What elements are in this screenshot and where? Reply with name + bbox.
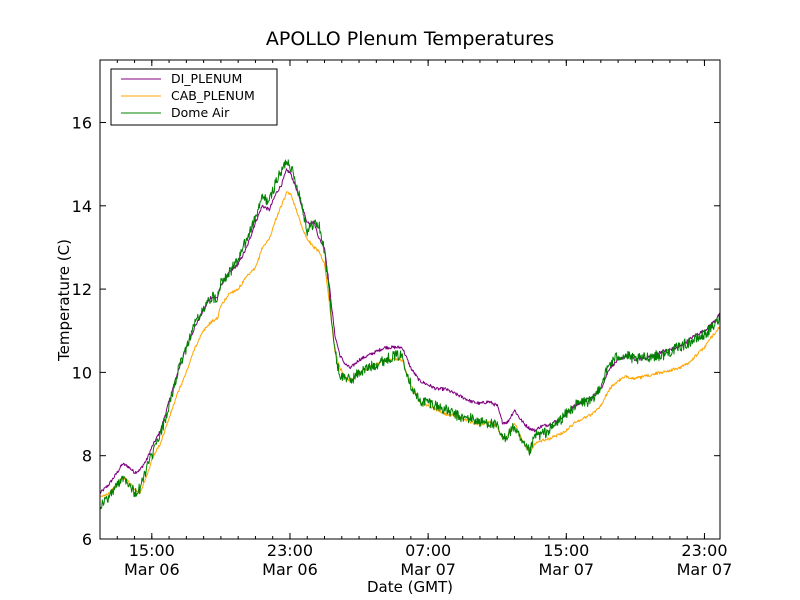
y-axis-label: Temperature (C) bbox=[55, 239, 73, 362]
y-tick-label-10: 10 bbox=[72, 363, 92, 382]
x-tick-time-2: 07:00 bbox=[405, 541, 451, 560]
x-tick-time-0: 15:00 bbox=[129, 541, 175, 560]
x-tick-date-0: Mar 06 bbox=[124, 560, 180, 579]
chart-title: APOLLO Plenum Temperatures bbox=[266, 28, 554, 50]
legend-box bbox=[110, 68, 278, 126]
x-tick-date-4: Mar 07 bbox=[677, 560, 733, 579]
x-tick-time-1: 23:00 bbox=[267, 541, 313, 560]
x-tick-time-4: 23:00 bbox=[681, 541, 727, 560]
series-line-dome-air bbox=[99, 159, 721, 510]
x-tick-date-3: Mar 07 bbox=[538, 560, 594, 579]
y-tick-label-12: 12 bbox=[72, 280, 92, 299]
y-tick-label-6: 6 bbox=[82, 530, 92, 549]
x-axis-label: Date (GMT) bbox=[367, 578, 453, 596]
y-axis: 6 8 10 12 14 16 bbox=[72, 113, 720, 549]
legend-label-cab-plenum: CAB_PLENUM bbox=[171, 88, 255, 103]
y-tick-label-16: 16 bbox=[72, 113, 92, 132]
series-layer bbox=[99, 159, 721, 510]
plot-frame bbox=[99, 59, 721, 540]
legend: DI_PLENUM CAB_PLENUM Dome Air bbox=[110, 68, 278, 126]
legend-label-di-plenum: DI_PLENUM bbox=[171, 71, 242, 86]
x-tick-date-2: Mar 07 bbox=[400, 560, 456, 579]
x-tick-date-1: Mar 06 bbox=[262, 560, 318, 579]
x-tick-time-3: 15:00 bbox=[543, 541, 589, 560]
y-tick-label-8: 8 bbox=[82, 447, 92, 466]
y-tick-label-14: 14 bbox=[72, 197, 92, 216]
legend-label-dome-air: Dome Air bbox=[171, 105, 230, 120]
